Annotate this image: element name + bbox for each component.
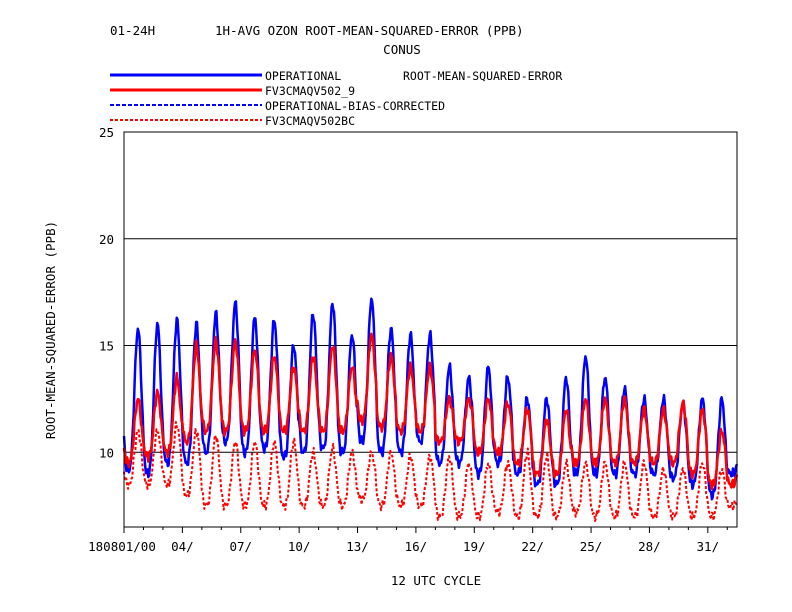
legend-caption: ROOT-MEAN-SQUARED-ERROR [403,69,562,83]
y-tick-label: 25 [99,125,114,140]
x-tick-label: 10/ [288,539,311,554]
y-tick-label: 15 [99,339,114,354]
legend: OPERATIONAL ROOT-MEAN-SQUARED-ERROR FV3C… [110,69,562,128]
legend-label-operational-bc: OPERATIONAL-BIAS-CORRECTED [265,99,445,113]
legend-label-fv3cmaq-bc: FV3CMAQV502BC [265,114,355,128]
x-tick-label: 04/ [171,539,194,554]
x-tick-label: 19/ [463,539,486,554]
legend-label-fv3cmaq: FV3CMAQV502_9 [265,84,355,98]
x-axis-label: 12 UTC CYCLE [391,573,481,588]
plot-series [122,297,739,522]
x-tick-label: 16/ [405,539,428,554]
chart-subtitle: CONUS [383,42,421,57]
x-tick-label: 22/ [521,539,544,554]
y-axis-label: ROOT-MEAN-SQUARED-ERROR (PPB) [43,221,58,439]
x-tick-label: 25/ [580,539,603,554]
series-line-operational [122,297,739,501]
y-axis-ticks: 10 15 20 25 [99,125,114,460]
series-line-fv3cmaqv502-9 [122,332,739,491]
x-tick-label: 28/ [638,539,661,554]
x-tick-label: 31/ [697,539,720,554]
x-tick-label: 180801/00 [88,539,156,554]
y-tick-label: 10 [99,445,114,460]
chart-title-left: 01-24H [110,23,155,38]
y-tick-label: 20 [99,232,114,247]
chart-title: 1H-AVG OZON ROOT-MEAN-SQUARED-ERROR (PPB… [215,23,524,38]
x-axis-ticks: 180801/00 04/07/10/13/16/19/22/25/28/31/ [88,527,728,554]
legend-label-operational: OPERATIONAL [265,69,341,83]
x-tick-label: 13/ [346,539,369,554]
plot-frame [123,131,738,528]
x-tick-label: 07/ [229,539,252,554]
series-line-fv3cmaqv502bc [123,421,738,522]
